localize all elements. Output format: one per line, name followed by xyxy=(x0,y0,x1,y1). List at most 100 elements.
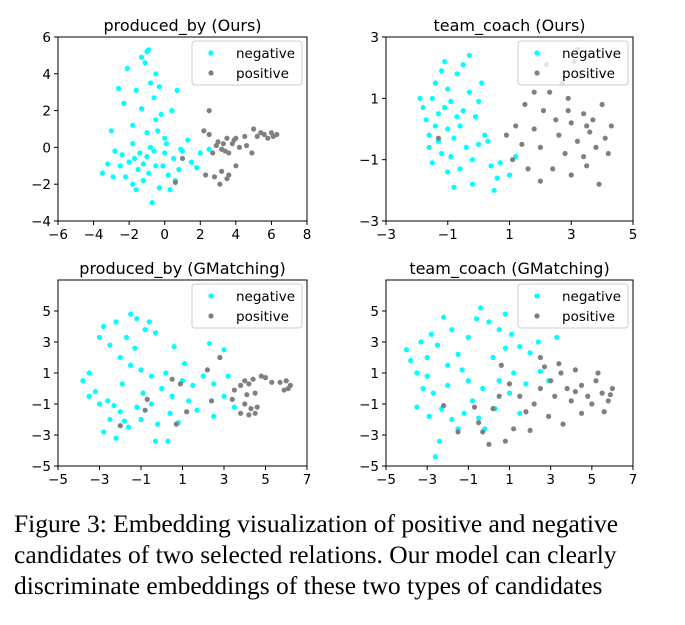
negative-point xyxy=(101,429,107,435)
y-tick-label: 0 xyxy=(42,140,51,156)
negative-point xyxy=(152,330,159,336)
negative-point xyxy=(451,135,457,141)
negative-point xyxy=(169,393,175,399)
caption-line: Figure 3: Embedding visualization of pos… xyxy=(14,509,619,538)
y-tick-label: 3 xyxy=(42,335,51,351)
negative-point xyxy=(442,104,448,111)
legend-marker-positive xyxy=(208,70,214,76)
negative-point xyxy=(225,373,231,379)
positive-point xyxy=(590,117,596,123)
positive-point xyxy=(441,402,447,409)
legend-label-negative: negative xyxy=(562,46,621,62)
negative-point xyxy=(485,138,491,144)
positive-point xyxy=(258,373,264,379)
positive-point xyxy=(527,427,533,433)
caption-line: candidates of two selected relations. Ou… xyxy=(14,540,617,569)
positive-point xyxy=(541,364,548,370)
figure-caption: Figure 3: Embedding visualization of pos… xyxy=(14,508,684,601)
negative-point xyxy=(454,71,460,77)
positive-point xyxy=(201,128,207,134)
negative-point xyxy=(133,187,139,193)
positive-point xyxy=(531,401,537,407)
negative-point xyxy=(130,122,136,128)
positive-point xyxy=(210,150,216,156)
negative-point xyxy=(96,334,103,340)
legend: negative positive xyxy=(191,283,303,329)
negative-point xyxy=(140,390,146,396)
negative-point xyxy=(152,438,159,444)
positive-point xyxy=(238,410,244,416)
legend-label-negative: negative xyxy=(562,289,621,305)
negative-point xyxy=(497,160,503,166)
positive-point xyxy=(242,401,248,407)
x-tick-label: −4 xyxy=(84,227,104,243)
negative-point xyxy=(457,123,463,129)
positive-point xyxy=(254,404,260,410)
positive-point xyxy=(233,163,239,169)
positive-point xyxy=(547,89,553,95)
negative-point xyxy=(432,123,438,129)
negative-point xyxy=(126,159,132,165)
x-tick-label: 1 xyxy=(505,472,514,488)
positive-point xyxy=(246,381,252,387)
caption-line: discriminate embeddings of these two typ… xyxy=(14,571,603,600)
positive-point xyxy=(548,378,554,384)
negative-point xyxy=(488,163,494,169)
negative-point xyxy=(429,160,435,166)
negative-point xyxy=(138,54,145,60)
negative-point xyxy=(186,398,192,404)
negative-point xyxy=(479,80,485,86)
legend-marker-negative xyxy=(534,293,540,299)
negative-point xyxy=(211,381,217,387)
negative-point xyxy=(445,362,451,368)
x-tick-label: −5 xyxy=(48,472,68,488)
chart-title: produced_by (Ours) xyxy=(103,16,261,36)
negative-point xyxy=(454,114,460,120)
positive-point xyxy=(593,378,599,384)
negative-point xyxy=(445,86,451,92)
positive-point xyxy=(231,137,237,143)
negative-point xyxy=(463,144,469,150)
negative-point xyxy=(155,421,161,427)
negative-point xyxy=(121,100,127,106)
negative-point xyxy=(130,181,136,187)
positive-point xyxy=(537,144,543,150)
negative-point xyxy=(158,111,164,117)
x-tick-label: 5 xyxy=(629,227,638,243)
positive-point xyxy=(531,126,537,132)
negative-point xyxy=(459,367,465,373)
negative-point xyxy=(138,416,144,423)
x-tick-label: 3 xyxy=(220,472,229,488)
negative-point xyxy=(430,390,436,396)
positive-point xyxy=(203,172,209,178)
positive-point xyxy=(224,176,230,182)
negative-point xyxy=(221,393,227,399)
positive-point xyxy=(285,385,291,392)
x-tick-label: −1 xyxy=(131,472,151,488)
positive-point xyxy=(596,181,602,187)
positive-point xyxy=(605,150,611,157)
negative-point xyxy=(508,331,515,337)
negative-point xyxy=(449,327,455,333)
negative-point xyxy=(511,370,517,376)
negative-point xyxy=(117,409,123,415)
negative-point xyxy=(211,413,217,419)
negative-point xyxy=(112,148,118,154)
negative-point xyxy=(165,172,171,178)
scatter-plot-3: produced_by (GMatching) −5 −3 −1 1 3 5 7 −5 −3 −1 1… xyxy=(31,259,311,488)
x-tick-label: 3 xyxy=(546,472,555,488)
x-tick-label: 3 xyxy=(567,227,576,243)
positive-point xyxy=(476,420,482,426)
negative-point xyxy=(117,163,123,169)
positive-point xyxy=(585,393,591,399)
negative-point xyxy=(140,161,146,167)
positive-point xyxy=(169,376,175,382)
negative-point xyxy=(554,334,560,340)
negative-point xyxy=(490,354,496,361)
negative-point xyxy=(417,95,423,101)
negative-point xyxy=(517,344,523,350)
positive-point xyxy=(252,410,258,416)
negative-point xyxy=(206,340,213,347)
negative-point xyxy=(134,404,140,410)
negative-point xyxy=(455,351,461,357)
